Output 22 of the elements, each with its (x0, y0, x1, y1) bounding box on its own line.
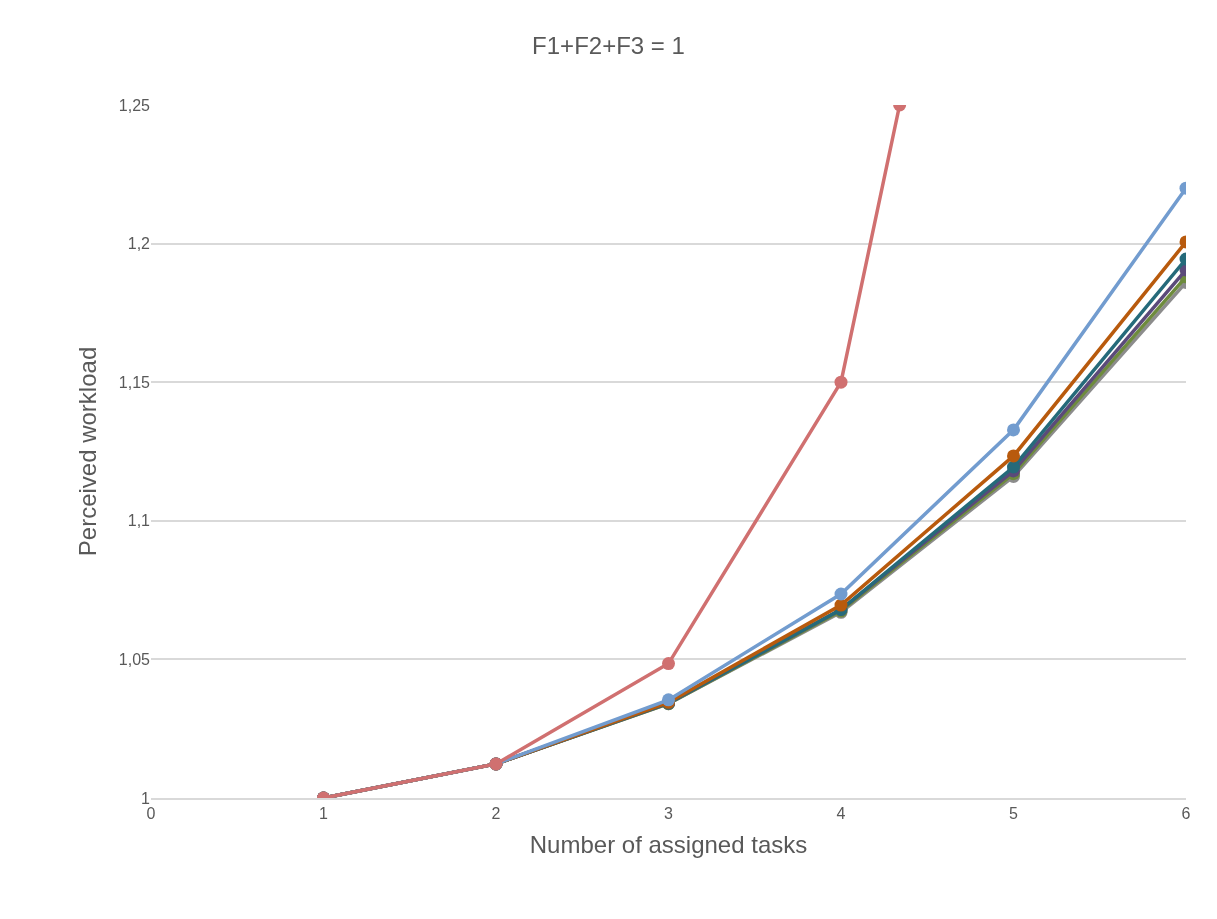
y-tick-label: 1,15 (118, 373, 151, 391)
x-tick-label: 4 (836, 804, 846, 822)
point (1007, 449, 1020, 463)
x-tick-label: 1 (319, 804, 329, 822)
point (834, 375, 848, 389)
x-tick-label: 3 (664, 804, 674, 822)
x-tick-label: 6 (1181, 804, 1191, 822)
point (834, 587, 848, 601)
x-tick-label: 5 (1009, 804, 1019, 822)
y-tick-label: 1,25 (118, 96, 151, 114)
y-axis-title: Perceived workload (73, 346, 101, 557)
y-tick-label: 1,05 (118, 651, 151, 668)
chart-title: F1+F2+F3 = 1 (532, 32, 685, 60)
point (662, 657, 675, 671)
point (1007, 423, 1020, 437)
x-tick-label: 0 (146, 804, 156, 822)
y-tick-label: 1,2 (127, 235, 151, 253)
x-tick-label: 2 (491, 804, 501, 822)
y-tick-label: 1 (141, 789, 151, 807)
y-tick-label: 1,1 (127, 512, 151, 530)
x-axis-title: Number of assigned tasks (529, 830, 808, 858)
point (1007, 460, 1020, 474)
